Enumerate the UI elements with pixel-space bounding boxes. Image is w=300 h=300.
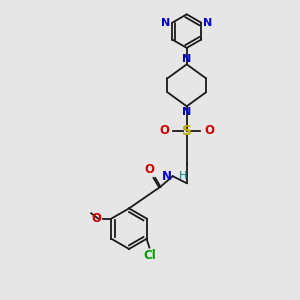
Text: N: N (162, 170, 172, 183)
Text: Cl: Cl (143, 249, 156, 262)
Text: O: O (144, 163, 154, 176)
Text: N: N (161, 18, 170, 28)
Text: S: S (182, 124, 192, 138)
Text: N: N (182, 107, 191, 117)
Text: N: N (203, 18, 212, 28)
Text: O: O (205, 124, 214, 137)
Text: O: O (91, 212, 101, 225)
Text: O: O (159, 124, 169, 137)
Text: N: N (182, 54, 191, 64)
Text: H: H (179, 171, 188, 181)
